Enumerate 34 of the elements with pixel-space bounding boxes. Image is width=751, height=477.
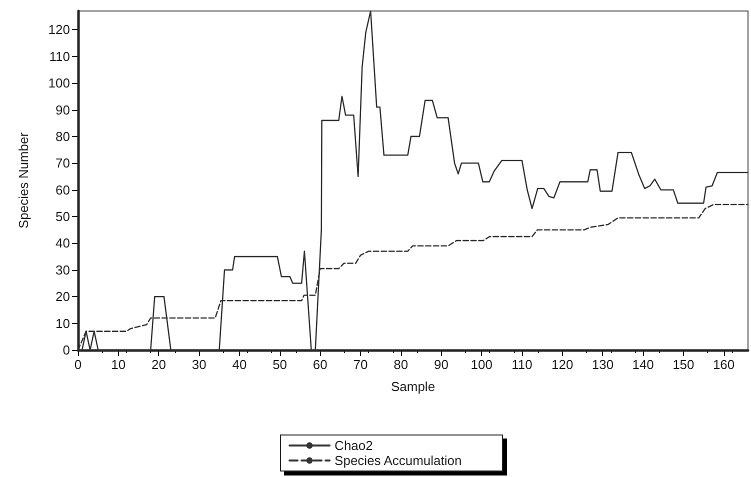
y-tick-label: 30	[56, 262, 70, 278]
y-axis-title: Species Number	[16, 132, 31, 229]
legend-label: Chao2	[334, 438, 373, 453]
x-axis-title: Sample	[390, 379, 436, 394]
y-tick-label: 110	[49, 48, 70, 64]
x-tick-label: 40	[232, 357, 247, 372]
legend-label: Species Accumulation	[334, 453, 462, 468]
x-tick-label: 0	[74, 357, 82, 372]
y-tick-label: 60	[56, 182, 70, 198]
x-tick-label: 150	[672, 357, 694, 372]
y-tick-label: 50	[56, 209, 70, 224]
y-tick-label: 90	[56, 102, 70, 118]
x-tick-label: 100	[470, 357, 492, 372]
x-tick-label: 160	[712, 357, 735, 372]
x-tick-label: 120	[551, 357, 574, 372]
y-tick-label: 10	[56, 316, 70, 331]
x-tick-label: 70	[353, 357, 368, 372]
y-tick-label: 100	[48, 76, 70, 91]
x-tick-label: 110	[512, 357, 532, 372]
y-tick-label: 0	[62, 342, 70, 358]
x-tick-label: 10	[111, 357, 126, 372]
y-tick-label: 80	[56, 128, 70, 144]
y-tick-label: 40	[56, 236, 70, 251]
x-tick-label: 130	[592, 357, 614, 372]
x-tick-label: 60	[312, 357, 328, 372]
y-tick-label: 120	[48, 22, 70, 38]
x-tick-label: 90	[434, 357, 448, 372]
x-tick-label: 30	[192, 357, 206, 372]
y-tick-label: 20	[56, 289, 70, 304]
y-tick-label: 70	[56, 156, 70, 171]
x-tick-label: 50	[272, 357, 288, 372]
x-tick-label: 140	[632, 357, 654, 372]
x-tick-label: 20	[151, 357, 166, 372]
x-tick-label: 80	[394, 357, 408, 372]
